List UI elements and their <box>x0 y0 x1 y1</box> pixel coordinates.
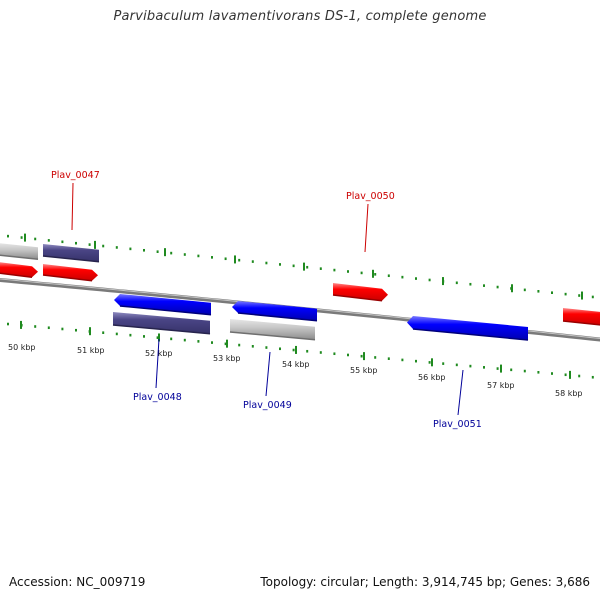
gene-layer <box>0 243 600 341</box>
gene-body <box>0 243 38 260</box>
gene-label: Plav_0048 <box>133 392 182 403</box>
gene-body <box>563 308 600 325</box>
blue-gene-feature <box>232 301 318 322</box>
gene-body <box>407 316 528 340</box>
blue-gene-feature <box>114 294 212 316</box>
grey-gene-feature <box>0 243 39 260</box>
kbp-label: 57 kbp <box>487 381 515 390</box>
red-gene-feature <box>42 264 98 282</box>
map-title: Parvibaculum lavamentivorans DS-1, compl… <box>113 9 487 24</box>
gene-edge <box>562 320 600 326</box>
gene-label-leader <box>155 338 160 389</box>
kbp-label: 55 kbp <box>350 366 378 375</box>
gene-edge <box>412 328 529 341</box>
kbp-label: 50 kbp <box>8 343 36 352</box>
kbp-label: 56 kbp <box>418 373 446 382</box>
gene-edge <box>0 254 39 260</box>
gene-edge <box>0 272 33 278</box>
kbp-label: 53 kbp <box>213 354 241 363</box>
kbp-label: 54 kbp <box>282 360 310 369</box>
purple-gene-feature <box>42 244 100 263</box>
gene-edge <box>42 274 93 282</box>
gene-body <box>230 319 315 340</box>
label-layer: 50 kbp 51 kbp 52 kbp 53 kbp 54 kbp 55 kbp 56 k… <box>8 170 583 430</box>
gene-edge <box>119 305 212 316</box>
red-gene-feature <box>0 262 38 278</box>
gene-body <box>232 301 317 321</box>
gene-label: Plav_0049 <box>243 400 292 411</box>
gene-label: Plav_0051 <box>433 419 482 430</box>
kbp-label: 58 kbp <box>555 389 583 398</box>
gene-body <box>0 262 38 278</box>
gene-edge <box>42 255 100 263</box>
accession-label: Accession: NC_009719 <box>9 575 146 589</box>
gene-label: Plav_0050 <box>346 191 395 202</box>
purple-gene-feature <box>112 312 211 335</box>
gene-label: Plav_0047 <box>51 170 100 181</box>
grey-gene-feature <box>229 319 316 341</box>
gene-label-leader <box>364 203 369 253</box>
gene-label-leader <box>71 182 74 231</box>
red-gene-feature <box>562 308 600 326</box>
gene-edge <box>229 331 316 341</box>
tick-layer <box>7 233 594 379</box>
topology-label: Topology: circular; Length: 3,914,745 bp… <box>260 575 590 589</box>
gene-edge <box>237 312 318 322</box>
gene-body <box>113 312 210 334</box>
gene-edge <box>112 324 211 335</box>
gene-label-leader <box>265 351 271 397</box>
gene-edge <box>332 294 383 302</box>
red-gene-feature <box>332 283 388 302</box>
blue-gene-feature <box>407 316 529 341</box>
gene-label-leader <box>457 369 464 416</box>
gene-body <box>114 294 211 315</box>
kbp-label: 51 kbp <box>77 346 105 355</box>
kbp-label: 52 kbp <box>145 349 173 358</box>
